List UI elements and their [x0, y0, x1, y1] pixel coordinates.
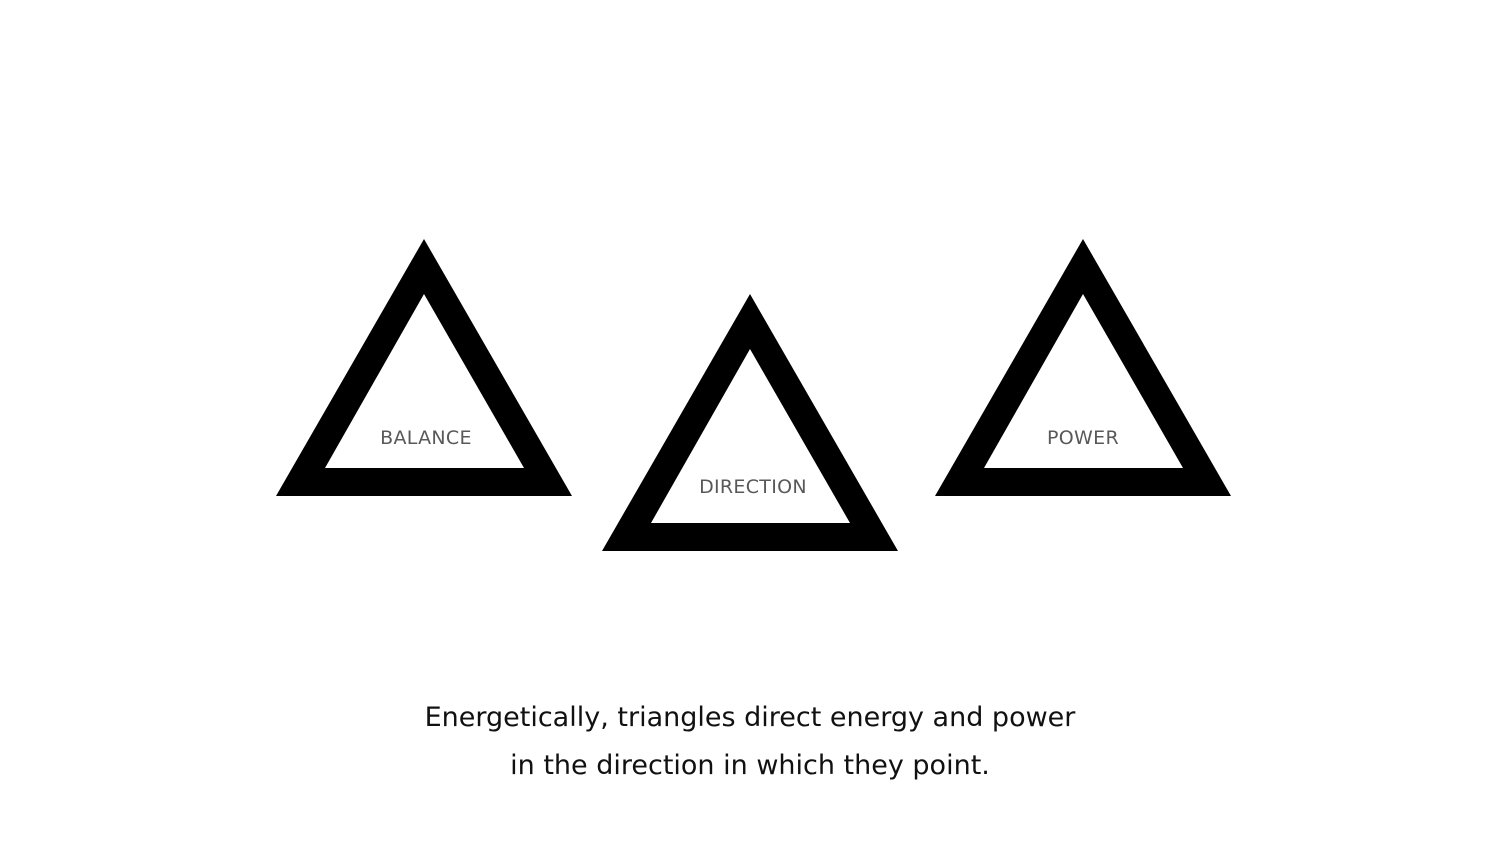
triangle-power-label: POWER: [1047, 427, 1119, 449]
triangle-power-shape: [935, 239, 1231, 496]
caption-line-2: in the direction in which they point.: [510, 750, 990, 781]
triangle-balance-label: BALANCE: [380, 427, 472, 449]
triangle-balance: BALANCE: [276, 239, 572, 497]
caption-line-1: Energetically, triangles direct energy a…: [424, 702, 1076, 733]
triangle-direction: DIRECTION: [602, 294, 898, 552]
triangle-balance-shape: [276, 239, 572, 496]
caption-text: Energetically, triangles direct energy a…: [250, 694, 1250, 790]
triangle-direction-label: DIRECTION: [699, 476, 807, 498]
triangle-direction-shape: [602, 294, 898, 551]
triangle-power: POWER: [935, 239, 1231, 497]
